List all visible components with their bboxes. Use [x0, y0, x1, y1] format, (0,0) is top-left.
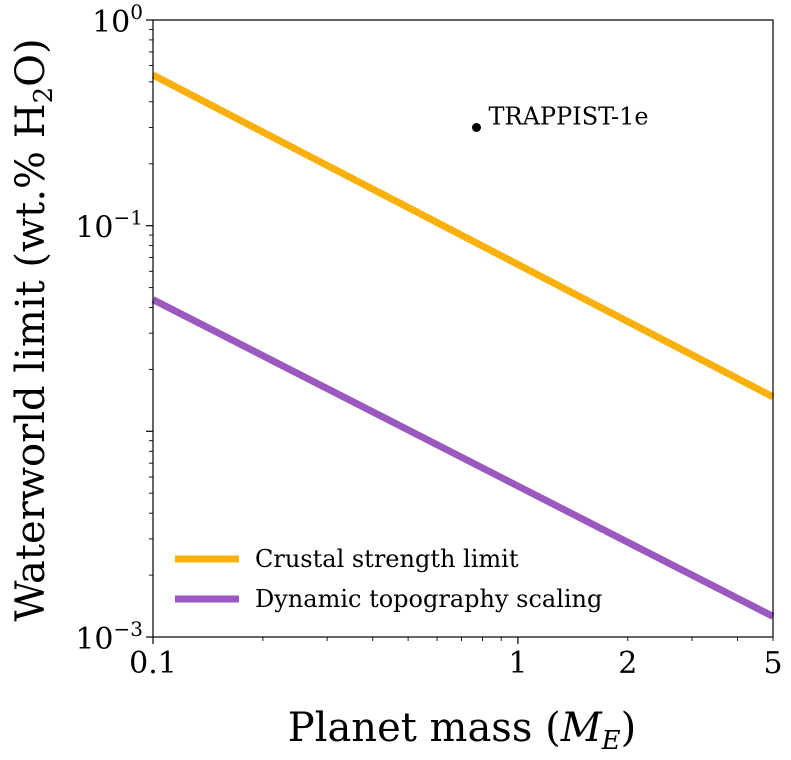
- x-axis-ticks: [152, 637, 774, 644]
- plot-frame: [152, 19, 774, 638]
- x-tick-label: 0.1: [129, 646, 177, 681]
- series-line-1: [151, 71, 775, 401]
- legend-label-1: Crustal strength limit: [255, 545, 519, 573]
- y-axis-ticks: [146, 19, 153, 638]
- x-tick-label: 2: [618, 646, 637, 681]
- y-tick-label: 10−3: [75, 617, 143, 657]
- y-axis-label: Waterworld limit (wt.% H2O): [8, 38, 59, 621]
- annotation-label: TRAPPIST-1e: [489, 103, 649, 131]
- legend-box: [164, 533, 604, 625]
- y-tick-label: 100: [92, 0, 143, 40]
- annotation-layer: TRAPPIST-1e: [472, 103, 649, 132]
- x-axis-tick-labels: 0.1 1 2 5: [129, 646, 782, 681]
- legend: Crustal strength limit Dynamic topography…: [164, 533, 604, 625]
- series-layer: [151, 71, 775, 620]
- legend-label-2: Dynamic topography scaling: [255, 585, 602, 613]
- x-tick-label: 1: [508, 646, 527, 681]
- y-axis-tick-labels: 10−3 10−1 100: [75, 0, 143, 657]
- x-axis-label: Planet mass (ME): [288, 705, 637, 756]
- series-line-2: [151, 296, 775, 620]
- y-tick-label: 10−1: [75, 206, 143, 246]
- annotation-point: [472, 123, 481, 132]
- x-tick-label: 5: [763, 646, 782, 681]
